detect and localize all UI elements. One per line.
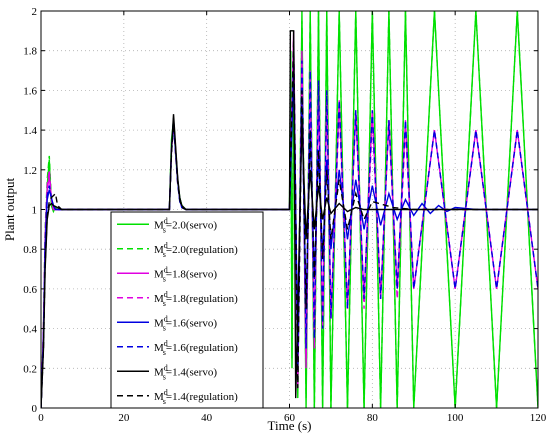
series-line-5 bbox=[41, 50, 538, 408]
legend: Md s=2.0(servo)Md s=2.0(regulation)Md s=1.8… bbox=[110, 211, 264, 409]
legend-label-1: Md s=2.0(regulation) bbox=[154, 241, 238, 259]
x-tick-label: 120 bbox=[530, 412, 547, 424]
legend-label-main: M bbox=[154, 317, 164, 329]
y-tick-label: 1.6 bbox=[23, 85, 37, 97]
legend-label-main: M bbox=[154, 268, 164, 280]
legend-label-sub: s bbox=[163, 225, 166, 234]
legend-label-sub: s bbox=[163, 348, 166, 357]
x-tick-label: 20 bbox=[118, 412, 130, 424]
legend-label-rest: =1.4(servo) bbox=[166, 366, 217, 378]
y-tick-label: 0 bbox=[32, 403, 38, 415]
y-tick-label: 1.2 bbox=[23, 165, 37, 177]
legend-label-main: M bbox=[154, 293, 164, 305]
legend-label-2: Md s=1.8(servo) bbox=[154, 265, 217, 283]
legend-label-sup: d bbox=[164, 290, 168, 299]
legend-label-sup: d bbox=[164, 216, 168, 225]
legend-label-main: M bbox=[154, 219, 164, 231]
x-tick-label: 40 bbox=[201, 412, 213, 424]
y-tick-label: 1.8 bbox=[23, 46, 37, 58]
x-axis-label: Time (s) bbox=[268, 418, 312, 433]
legend-label-rest: =1.6(servo) bbox=[166, 317, 217, 329]
legend-label-sub: s bbox=[163, 274, 166, 283]
legend-label-rest: =2.0(regulation) bbox=[166, 244, 238, 256]
legend-box bbox=[110, 211, 264, 409]
legend-label-sub: s bbox=[163, 299, 166, 308]
legend-label-sub: s bbox=[163, 397, 166, 406]
legend-label-main: M bbox=[154, 244, 164, 256]
legend-label-rest: =1.8(regulation) bbox=[166, 293, 238, 305]
y-tick-label: 0.2 bbox=[23, 363, 37, 375]
legend-label-rest: =2.0(servo) bbox=[166, 219, 217, 231]
legend-label-3: Md s=1.8(regulation) bbox=[154, 290, 238, 308]
legend-label-main: M bbox=[154, 391, 164, 403]
axis-ticks: 0 20 40 60 80 100 120 0 0.2 0.4 0.6 0.8 1 1.2 1.4 1.6 1.… bbox=[23, 6, 547, 424]
legend-label-7: Md s=1.4(regulation) bbox=[154, 388, 238, 406]
y-tick-label: 0.8 bbox=[23, 244, 37, 256]
y-tick-label: 1 bbox=[32, 205, 38, 217]
legend-label-sub: s bbox=[163, 372, 166, 381]
x-tick-label: 0 bbox=[38, 412, 44, 424]
legend-label-sub: s bbox=[163, 323, 166, 332]
legend-label-0: Md s=2.0(servo) bbox=[154, 216, 217, 234]
legend-label-sup: d bbox=[164, 241, 168, 250]
y-tick-label: 2 bbox=[32, 6, 38, 18]
legend-label-rest: =1.4(regulation) bbox=[166, 391, 238, 403]
legend-label-main: M bbox=[154, 366, 164, 378]
x-tick-label: 100 bbox=[447, 412, 464, 424]
legend-label-sup: d bbox=[164, 314, 168, 323]
x-tick-label: 80 bbox=[367, 412, 379, 424]
legend-label-sup: d bbox=[164, 388, 168, 397]
x-tick-label: 60 bbox=[284, 412, 296, 424]
legend-label-5: Md s=1.6(regulation) bbox=[154, 339, 238, 357]
legend-label-sup: d bbox=[164, 363, 168, 372]
legend-label-main: M bbox=[154, 342, 164, 354]
legend-label-4: Md s=1.6(servo) bbox=[154, 314, 217, 332]
y-tick-label: 0.4 bbox=[23, 324, 37, 336]
y-tick-label: 1.4 bbox=[23, 125, 37, 137]
y-axis-label: Plant output bbox=[2, 178, 17, 242]
legend-label-rest: =1.6(regulation) bbox=[166, 342, 238, 354]
legend-label-rest: =1.8(servo) bbox=[166, 268, 217, 280]
y-tick-label: 0.6 bbox=[23, 284, 37, 296]
legend-label-sup: d bbox=[164, 339, 168, 348]
legend-label-sup: d bbox=[164, 265, 168, 274]
legend-label-6: Md s=1.4(servo) bbox=[154, 363, 217, 381]
series-line-7 bbox=[41, 40, 538, 408]
series-layer bbox=[41, 11, 538, 408]
legend-label-sub: s bbox=[163, 250, 166, 259]
